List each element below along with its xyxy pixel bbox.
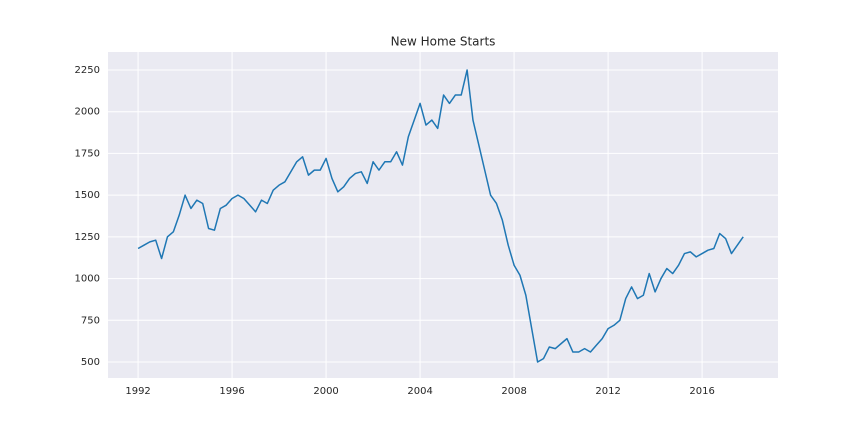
x-tick-label: 2012 — [595, 386, 620, 397]
x-tick-label: 2000 — [313, 386, 338, 397]
x-tick-label: 1996 — [219, 386, 244, 397]
y-tick-label: 500 — [81, 357, 100, 368]
plot-area — [108, 52, 778, 378]
y-tick-label: 2250 — [75, 65, 100, 76]
x-tick-label: 2004 — [407, 386, 432, 397]
y-tick-label: 1000 — [75, 274, 100, 285]
chart-title: New Home Starts — [391, 35, 496, 49]
y-tick-label: 1750 — [75, 148, 100, 159]
x-tick-label: 2008 — [501, 386, 526, 397]
line-series — [137, 69, 744, 363]
x-tick-label: 1992 — [125, 386, 150, 397]
y-tick-label: 2000 — [75, 107, 100, 118]
y-tick-label: 750 — [81, 315, 100, 326]
y-tick-label: 1500 — [75, 190, 100, 201]
y-tick-label: 1250 — [75, 232, 100, 243]
x-tick-label: 2016 — [689, 386, 714, 397]
